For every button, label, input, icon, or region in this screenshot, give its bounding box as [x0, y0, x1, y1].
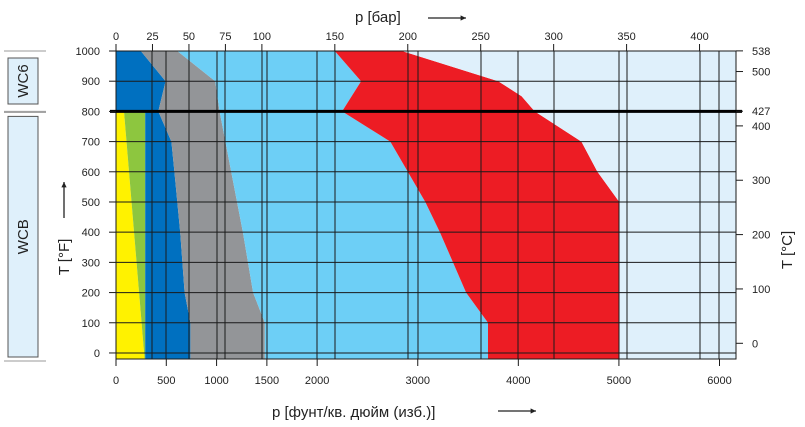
- tick-label-psi-3000: 3000: [406, 375, 430, 387]
- plot-frame: [115, 50, 737, 360]
- x-axis-title-top: p [бар]: [355, 9, 401, 26]
- tick-label-psi-4000: 4000: [506, 375, 530, 387]
- y-axis-title-left: T [°F]: [56, 239, 73, 276]
- tick-label-psi-1500: 1500: [255, 375, 279, 387]
- rating-bands: [116, 51, 736, 360]
- tick-label-psi-5000: 5000: [607, 375, 631, 387]
- tick-label-F-300: 300: [82, 257, 100, 269]
- tick-label-F-700: 700: [82, 137, 100, 149]
- rating-band-5: [177, 51, 489, 359]
- rating-band-6: [334, 51, 620, 359]
- rating-band-2: [124, 111, 146, 360]
- tick-label-C-400: 400: [752, 121, 770, 133]
- tick-label-bar-0: 0: [113, 31, 119, 43]
- material-box-WCB: [7, 115, 39, 358]
- tick-label-C-100: 100: [752, 284, 770, 296]
- tick-label-F-0: 0: [94, 348, 100, 360]
- tick-label-F-400: 400: [82, 227, 100, 239]
- material-label-WC6: WC6: [15, 64, 32, 97]
- rating-band-3: [116, 51, 191, 359]
- tick-label-C-200: 200: [752, 230, 770, 242]
- grid: [110, 50, 742, 360]
- tick-label-F-200: 200: [82, 288, 100, 300]
- tick-label-bar-75: 75: [219, 31, 231, 43]
- tick-label-C-427: 427: [752, 106, 770, 118]
- tick-label-bar-150: 150: [326, 31, 344, 43]
- tick-label-psi-6000: 6000: [707, 375, 731, 387]
- tick-label-F-800: 800: [82, 106, 100, 118]
- tick-label-bar-200: 200: [399, 31, 417, 43]
- tick-label-bar-350: 350: [617, 31, 635, 43]
- tick-label-F-900: 900: [82, 76, 100, 88]
- x-axis-title-bottom: p [фунт/кв. дюйм (изб.)]: [272, 404, 435, 421]
- x-bottom-arrow-head: [530, 408, 536, 414]
- rating-band-4: [140, 51, 265, 359]
- tick-label-psi-2000: 2000: [305, 375, 329, 387]
- tick-label-C-0: 0: [752, 338, 758, 350]
- tick-label-F-1000: 1000: [76, 46, 100, 58]
- tick-label-psi-500: 500: [157, 375, 175, 387]
- tick-label-F-500: 500: [82, 197, 100, 209]
- tick-label-bar-50: 50: [183, 31, 195, 43]
- axis-titles: p [бар] p [фунт/кв. дюйм (изб.)] T [°F] …: [56, 9, 796, 421]
- tick-label-F-600: 600: [82, 167, 100, 179]
- rating-band-7: [401, 51, 736, 359]
- material-labels: WC6 WCB: [4, 50, 46, 362]
- tick-labels: 0 25 50 75 100 150 200 250 300 350 4000 500 1000 1500…: [76, 31, 771, 387]
- y-left-arrow-head: [61, 182, 67, 188]
- tick-label-C-300: 300: [752, 175, 770, 187]
- material-box-WC6: [7, 57, 39, 105]
- tick-label-bar-250: 250: [472, 31, 490, 43]
- x-top-arrow-head: [460, 15, 466, 21]
- tick-label-F-100: 100: [82, 318, 100, 330]
- tick-label-psi-0: 0: [113, 375, 119, 387]
- tick-label-bar-100: 100: [253, 31, 271, 43]
- y-axis-title-right: T [°C]: [779, 231, 796, 269]
- tick-label-bar-300: 300: [544, 31, 562, 43]
- axis-arrows: [61, 15, 536, 414]
- tick-label-psi-1000: 1000: [204, 375, 228, 387]
- tick-label-C-500: 500: [752, 67, 770, 79]
- rating-band-1: [116, 111, 145, 360]
- tick-label-C-538: 538: [752, 46, 770, 58]
- tick-label-bar-400: 400: [690, 31, 708, 43]
- material-label-WCB: WCB: [15, 219, 32, 254]
- tick-label-bar-25: 25: [146, 31, 158, 43]
